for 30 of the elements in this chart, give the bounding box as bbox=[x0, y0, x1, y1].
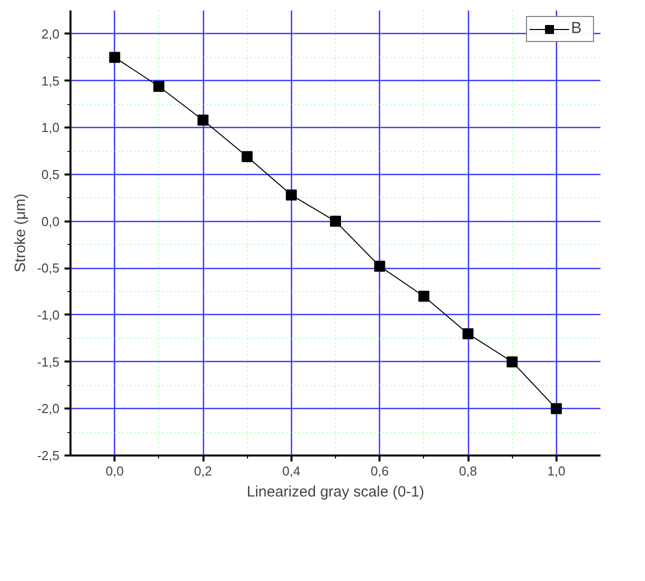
x-tick-label: 0,2 bbox=[194, 464, 212, 478]
y-tick-label: 1,0 bbox=[41, 120, 60, 136]
x-tick-label: 0,4 bbox=[282, 464, 300, 478]
x-tick-label: 1,0 bbox=[547, 464, 566, 478]
x-tick-label: 0,0 bbox=[106, 464, 124, 478]
point bbox=[330, 216, 341, 227]
x-tick-label: 0,6 bbox=[370, 464, 389, 478]
y-tick-label: 0,0 bbox=[41, 214, 60, 229]
point bbox=[242, 151, 253, 162]
y-tick-label: -2,5 bbox=[37, 448, 60, 463]
y-tick-label: 1,5 bbox=[41, 73, 60, 88]
point bbox=[109, 52, 120, 63]
x-tick-label: 0,8 bbox=[458, 464, 478, 478]
y-tick-label: -1,0 bbox=[37, 307, 60, 322]
x-axis-title: Linearized gray scale (0-1) bbox=[246, 484, 424, 500]
point bbox=[153, 80, 164, 92]
point bbox=[506, 356, 518, 368]
point bbox=[462, 328, 474, 340]
y-tick-label: 2,0 bbox=[41, 26, 60, 42]
point bbox=[374, 260, 386, 272]
legend-label: B bbox=[571, 20, 583, 38]
point bbox=[550, 403, 562, 414]
point bbox=[418, 290, 430, 302]
y-tick-label: -0,5 bbox=[37, 260, 60, 276]
y-tick-label: 0,5 bbox=[41, 166, 60, 182]
y-axis-title: Stroke (μm) bbox=[12, 194, 30, 272]
y-tick-label: -2,0 bbox=[37, 401, 60, 416]
point bbox=[286, 190, 297, 201]
point bbox=[198, 114, 208, 126]
y-tick-label: -1,5 bbox=[37, 354, 60, 370]
